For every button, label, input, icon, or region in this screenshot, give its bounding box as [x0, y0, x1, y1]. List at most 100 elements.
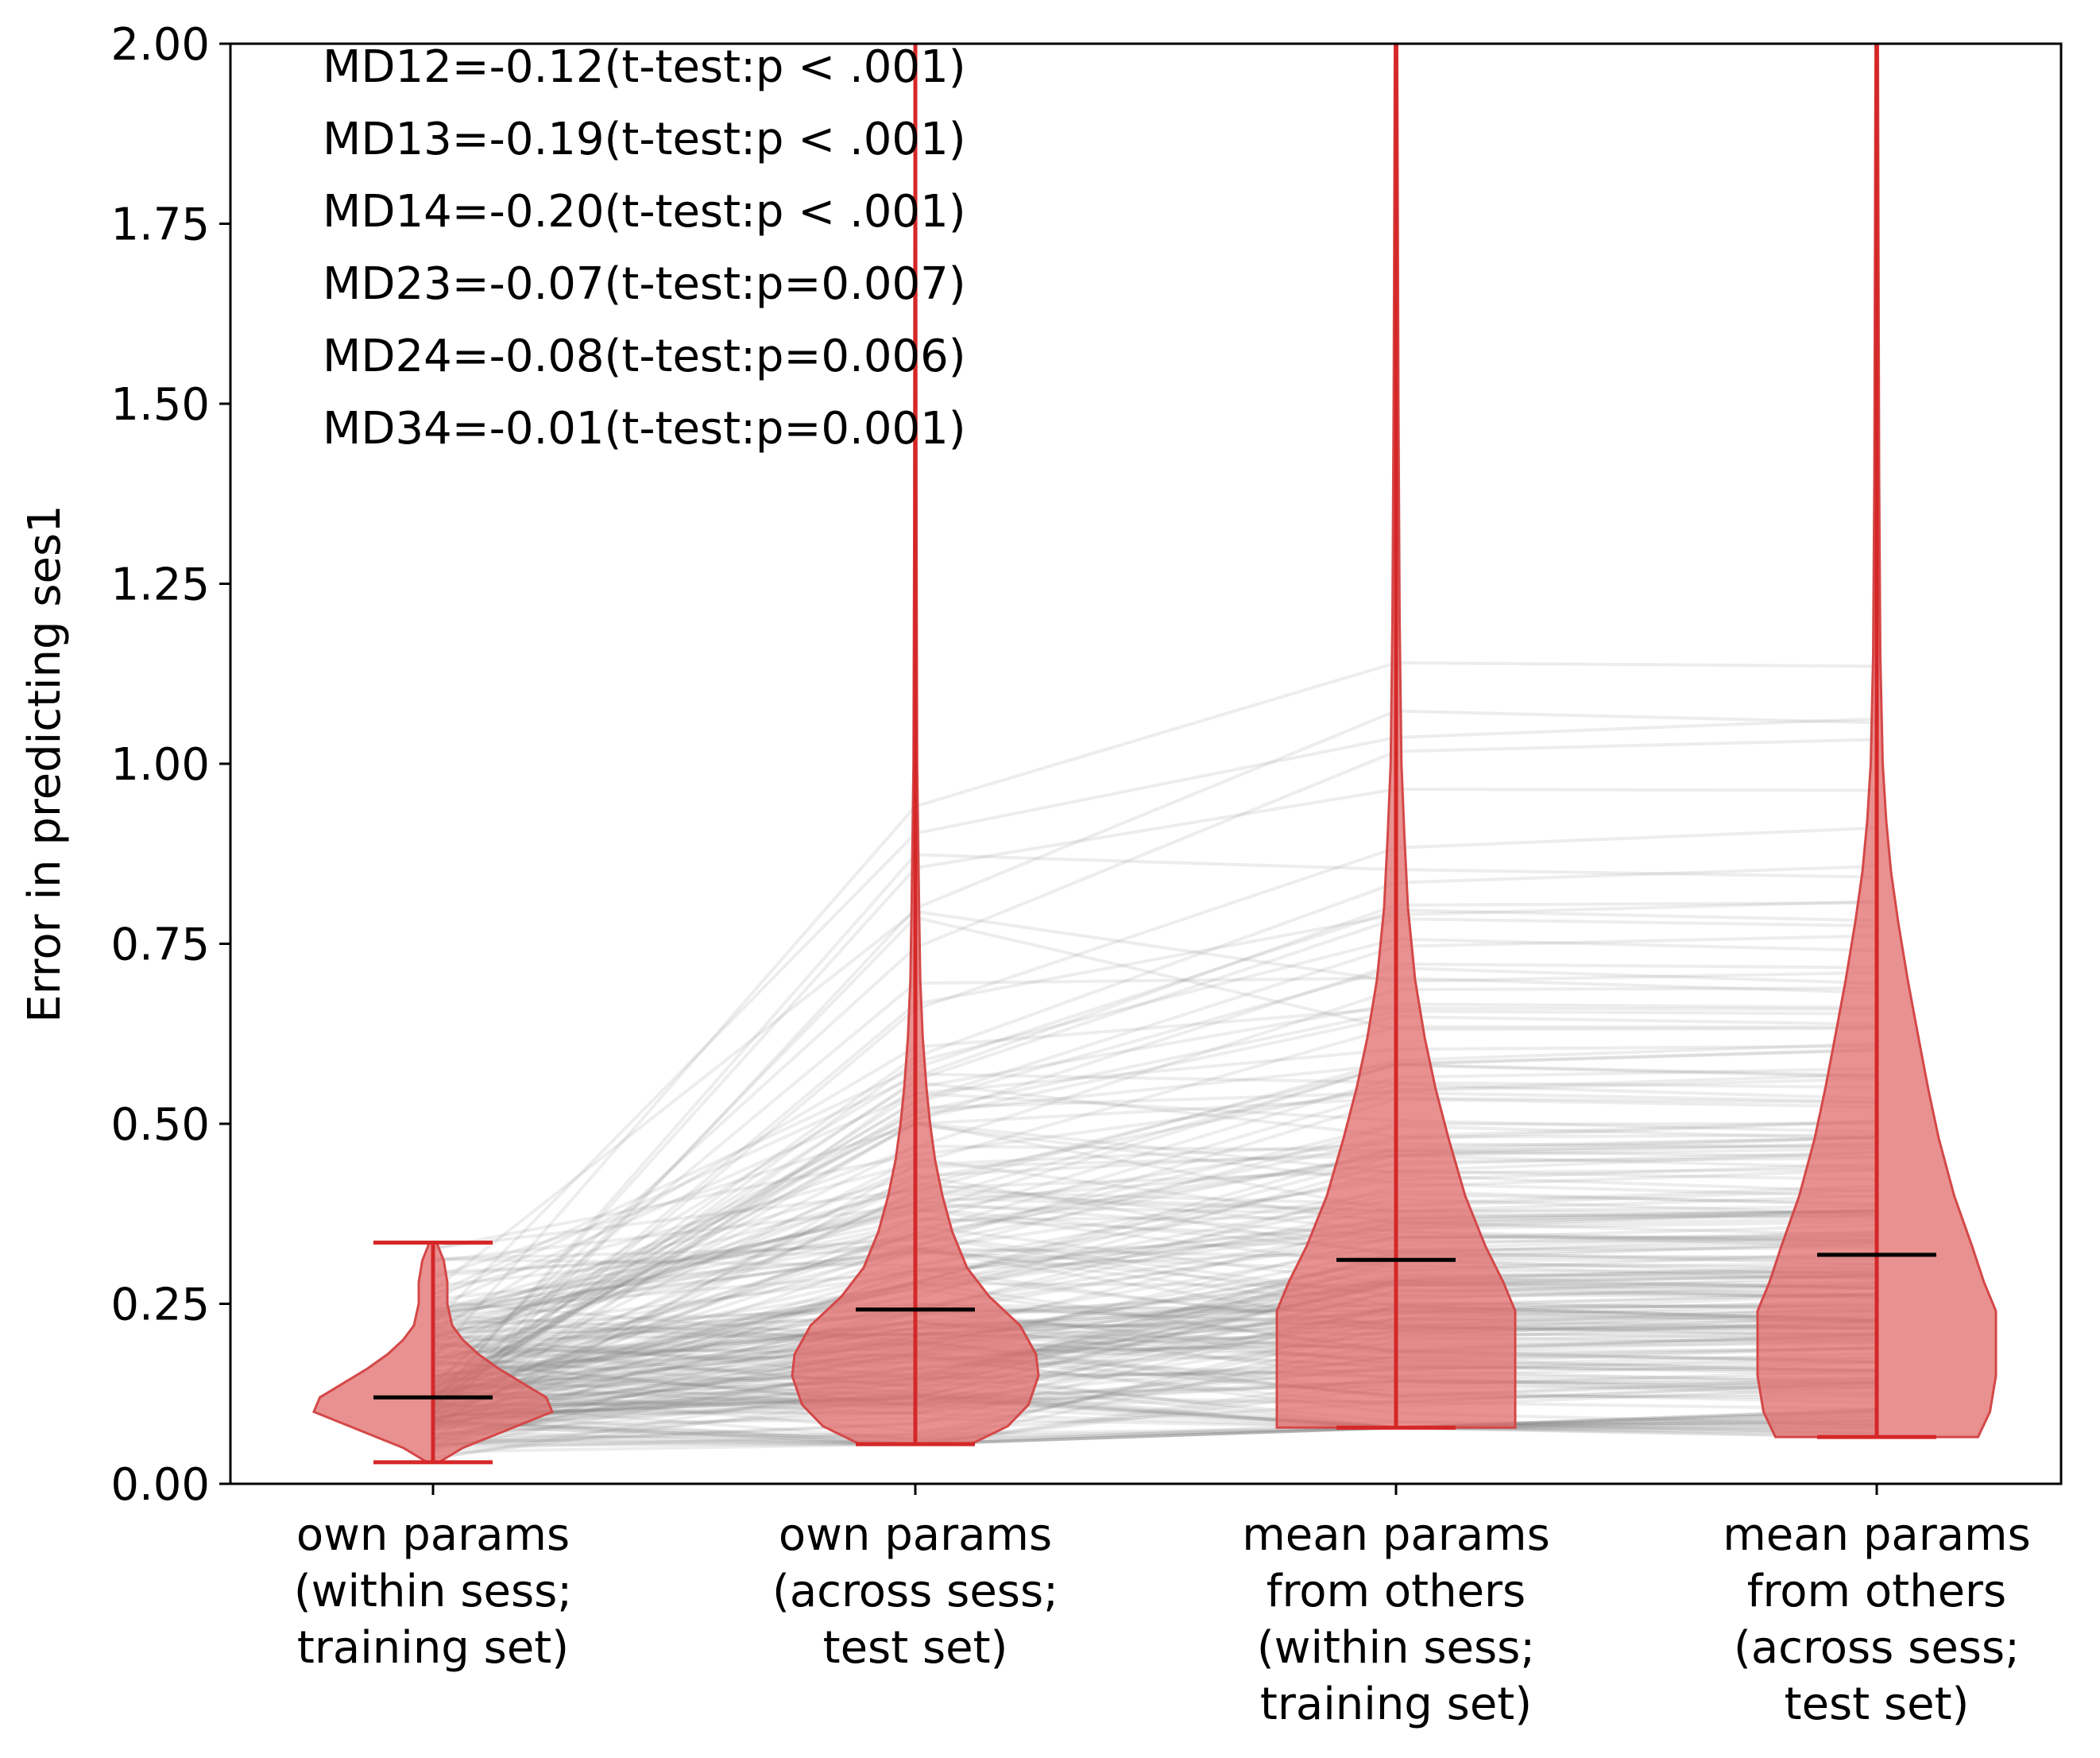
paired-line	[432, 1279, 1878, 1404]
paired-line	[432, 1319, 1878, 1383]
paired-line	[432, 966, 1878, 1383]
paired-line	[432, 1181, 1878, 1403]
paired-line	[432, 1272, 1878, 1426]
paired-line	[432, 1232, 1878, 1384]
paired-line	[432, 1258, 1878, 1389]
paired-line	[432, 1421, 1878, 1439]
paired-line	[432, 1234, 1878, 1323]
paired-line	[432, 1097, 1878, 1260]
paired-line	[432, 1147, 1878, 1372]
paired-line	[432, 1346, 1878, 1436]
y-tick-label: 0.75	[110, 920, 210, 971]
y-tick-label: 1.75	[110, 199, 210, 251]
paired-line	[431, 934, 1878, 1396]
paired-line	[432, 1263, 1878, 1437]
paired-line	[432, 1015, 1878, 1369]
paired-line	[432, 1305, 1878, 1431]
paired-line	[432, 1184, 1878, 1250]
paired-line	[432, 1213, 1878, 1423]
y-tick-label: 0.50	[110, 1099, 210, 1151]
paired-line	[432, 1217, 1878, 1369]
paired-line	[432, 1191, 1878, 1414]
paired-line	[432, 1141, 1878, 1402]
paired-line	[432, 1063, 1878, 1340]
paired-subject-lines	[431, 660, 1878, 1460]
y-tick-label: 1.25	[110, 560, 210, 611]
y-tick-label: 2.00	[110, 19, 210, 71]
paired-line	[431, 976, 1878, 1384]
paired-line	[432, 1280, 1878, 1412]
paired-line	[432, 1318, 1878, 1342]
paired-line	[432, 1410, 1878, 1446]
paired-line	[431, 1006, 1878, 1334]
paired-line	[432, 1096, 1878, 1391]
paired-line	[432, 1247, 1878, 1374]
y-tick-label: 0.00	[110, 1459, 210, 1511]
paired-line	[432, 1280, 1878, 1404]
paired-line	[432, 1125, 1878, 1315]
paired-line	[431, 917, 1878, 1406]
paired-line	[432, 1234, 1878, 1427]
paired-line	[432, 1395, 1878, 1431]
x-tick-label: own params	[296, 1509, 570, 1561]
paired-line	[432, 1234, 1878, 1377]
violins	[312, 42, 1998, 1465]
paired-line	[432, 1330, 1878, 1354]
paired-line	[432, 1121, 1878, 1318]
paired-line	[431, 660, 1878, 1360]
paired-line	[432, 1322, 1878, 1440]
paired-line	[431, 826, 1878, 1415]
x-tick-label: training set)	[1260, 1679, 1532, 1730]
paired-line	[432, 1269, 1878, 1415]
paired-line	[431, 738, 1878, 1387]
paired-line	[432, 1136, 1878, 1405]
paired-line	[432, 1381, 1878, 1433]
paired-line	[432, 1072, 1878, 1251]
paired-line	[432, 1229, 1878, 1377]
paired-line	[432, 1385, 1878, 1446]
paired-line	[432, 1330, 1878, 1356]
paired-line	[432, 1331, 1878, 1420]
paired-line	[432, 1374, 1878, 1409]
paired-line	[432, 1269, 1878, 1377]
paired-line	[432, 1048, 1878, 1354]
x-tick-label: mean params	[1242, 1509, 1550, 1561]
paired-line	[432, 1133, 1878, 1330]
paired-line	[432, 1067, 1878, 1327]
paired-line	[431, 1009, 1878, 1398]
x-tick-label: training set)	[297, 1622, 569, 1674]
x-tick-label: from others	[1267, 1566, 1526, 1617]
paired-line	[431, 1121, 1878, 1408]
paired-line	[432, 1142, 1878, 1441]
paired-line	[432, 1293, 1878, 1393]
paired-line	[432, 1311, 1878, 1389]
paired-line	[432, 1150, 1878, 1338]
paired-line	[432, 1121, 1878, 1391]
paired-line	[432, 1392, 1878, 1430]
paired-line	[432, 1408, 1878, 1446]
paired-line	[432, 1246, 1878, 1448]
paired-line	[432, 1303, 1878, 1421]
paired-line	[432, 1292, 1878, 1339]
paired-line	[431, 1044, 1878, 1405]
paired-line	[432, 986, 1878, 1328]
paired-line	[432, 1306, 1878, 1437]
paired-line	[432, 1302, 1878, 1337]
paired-line	[432, 1272, 1878, 1339]
paired-line	[432, 1324, 1878, 1441]
paired-line	[432, 1082, 1878, 1366]
paired-line	[432, 1342, 1878, 1393]
paired-line	[432, 1174, 1878, 1268]
paired-line	[432, 1263, 1878, 1420]
paired-line	[432, 1274, 1878, 1421]
paired-line	[432, 1362, 1878, 1380]
paired-line	[432, 1380, 1878, 1416]
paired-line	[432, 1136, 1878, 1403]
annotation-md: MD14=-0.20(t-test:p < .001)	[323, 186, 966, 238]
paired-line	[432, 1300, 1878, 1342]
paired-line	[432, 1154, 1878, 1398]
paired-line	[432, 901, 1878, 1302]
paired-line	[432, 1312, 1878, 1370]
paired-line	[431, 900, 1878, 1411]
